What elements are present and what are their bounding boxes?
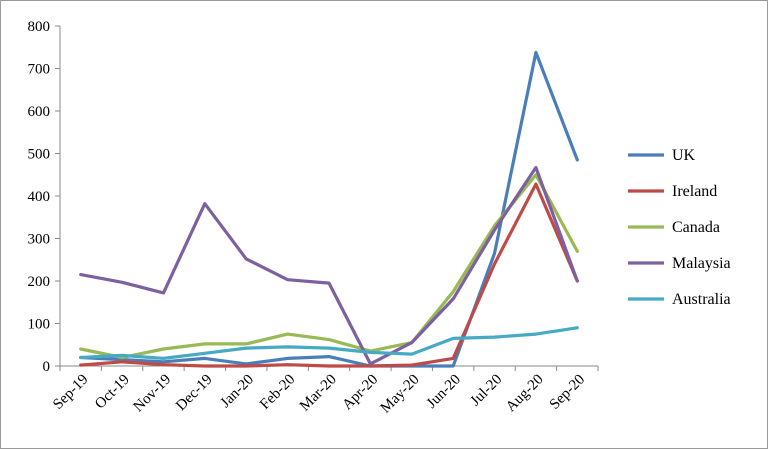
- x-tick-label: Dec-19: [173, 372, 216, 415]
- y-tick-label: 600: [28, 104, 51, 120]
- legend-label-canada: Canada: [672, 219, 720, 236]
- y-tick-label: 0: [43, 359, 51, 375]
- series-line-malaysia: [79, 165, 579, 366]
- series-line-australia: [79, 326, 579, 360]
- y-tick-label: 100: [28, 317, 51, 333]
- x-tick-label: Apr-20: [339, 372, 381, 414]
- legend-label-malaysia: Malaysia: [672, 255, 731, 272]
- series-line-ireland: [79, 182, 579, 368]
- x-tick-label: Aug-20: [503, 372, 547, 416]
- legend-label-ireland: Ireland: [672, 183, 717, 200]
- x-tick-label: Mar-20: [297, 372, 340, 415]
- x-tick-label: May-20: [378, 372, 423, 417]
- y-tick-label: 700: [28, 62, 51, 78]
- legend: UK Ireland Canada Malaysia Australia: [628, 147, 731, 308]
- y-tick-label: 200: [28, 274, 51, 290]
- series-line-uk: [79, 50, 579, 368]
- y-tick-label: 400: [28, 189, 51, 205]
- x-tick-label: Jun-20: [424, 372, 464, 412]
- y-axis-ticks: 0 100 200 300 400 500 600 700 800: [28, 19, 60, 375]
- y-tick-label: 500: [28, 147, 51, 163]
- y-tick-label: 300: [28, 232, 51, 248]
- y-tick-label: 800: [28, 19, 51, 35]
- x-tick-label: Sep-19: [50, 372, 91, 413]
- x-tick-label: Feb-20: [257, 372, 298, 413]
- series-line-canada: [79, 173, 579, 360]
- x-tick-label: Sep-20: [547, 372, 588, 413]
- series-lines: [79, 50, 579, 368]
- x-tick-label: Nov-19: [131, 372, 175, 416]
- x-tick-label: Jan-20: [217, 372, 257, 412]
- legend-label-uk: UK: [672, 147, 696, 164]
- x-tick-label: Jul-20: [468, 372, 506, 410]
- legend-label-australia: Australia: [672, 291, 731, 308]
- x-tick-label: Oct-19: [92, 372, 133, 413]
